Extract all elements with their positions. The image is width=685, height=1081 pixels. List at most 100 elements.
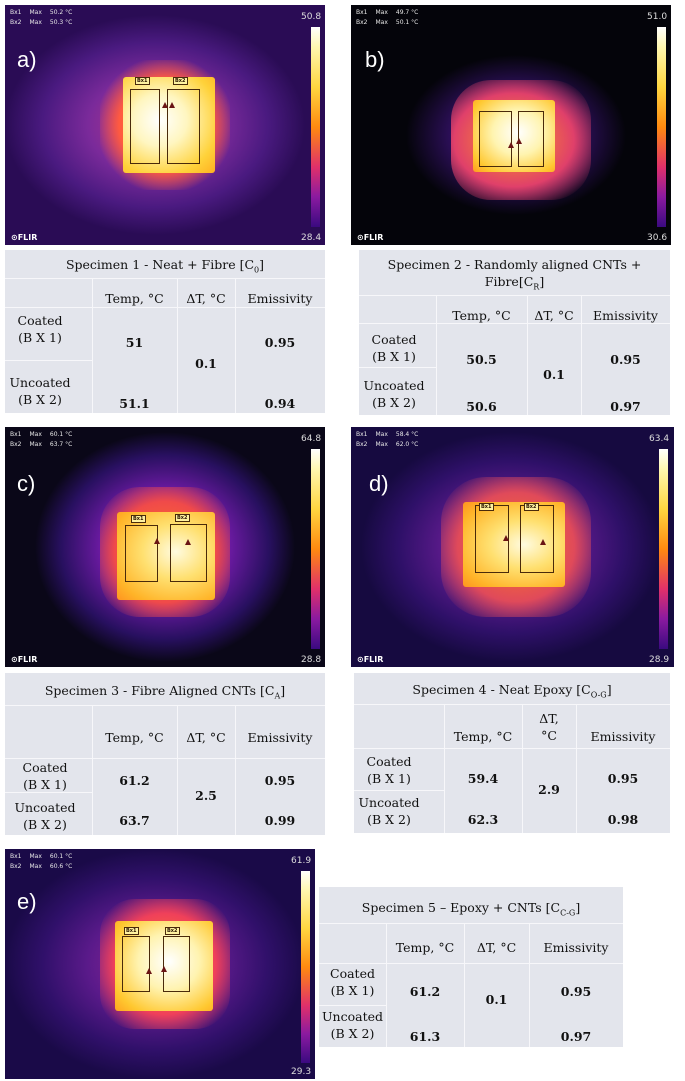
thermal-image-e: Bx1 Bx2 Bx1 Max 60.1 °C Bx2 Max 60.6 °C e) 6… [5,849,315,1079]
row-label-coated: Coated (B X 1) [330,966,375,998]
scale-min: 29.3 [291,1067,312,1077]
temp-coated: 50.5 [466,352,497,367]
thermal-image-b: Bx1 Max 49.7 °C Bx2 Max 50.1 °C b) 51.0 30.6… [351,5,671,245]
measure-marker-1 [154,538,160,544]
header-emissivity: Emissivity [593,308,658,323]
readout: Bx1 Max 58.4 °C Bx2 Max 62.0 °C [356,431,419,448]
emissivity-uncoated: 0.97 [560,1029,592,1044]
emissivity-uncoated: 0.99 [264,813,296,828]
panel-letter: c) [17,471,36,496]
header-delta: ΔT, °C [534,308,574,323]
thermal-image-a: Bx1 Bx2 Bx1 Max 50.2 °C Bx2 Max 50.3 °C a) 5… [5,5,325,245]
temp-coated: 59.4 [467,771,499,786]
emissivity-coated: 0.95 [610,352,641,367]
bx1-label: Bx1 [479,503,494,511]
temp-uncoated: 61.3 [409,1029,441,1044]
emissivity-coated: 0.95 [560,984,592,999]
scale-min: 28.8 [301,655,322,665]
bx2-label: Bx2 [165,927,180,935]
temp-uncoated: 63.7 [119,813,150,828]
readout: Bx1 Max 49.7 °C Bx2 Max 50.1 °C [356,9,419,26]
panel-letter: e) [17,889,37,914]
emissivity-uncoated: 0.97 [610,399,641,414]
header-emissivity: Emissivity [247,291,313,306]
color-scale [301,871,310,1063]
row-label-coated: Coated (B X 1) [17,313,63,345]
temp-coated: 61.2 [119,773,150,788]
measure-marker-2 [185,539,191,545]
table-title: Specimen 5 – Epoxy + CNTs [CC-G] [361,900,581,918]
measure-marker-2 [516,138,522,144]
scale-max: 50.8 [301,12,322,22]
row-label-coated: Coated (B X 1) [371,332,417,364]
delta-t: 0.1 [543,367,565,382]
panel-letter: d) [369,471,389,496]
row-label-uncoated: Uncoated (B X 2) [322,1009,383,1041]
color-scale [659,449,668,649]
delta-t: 2.5 [195,788,217,803]
emissivity-uncoated: 0.94 [264,396,296,411]
results-table-2: Specimen 2 - Randomly aligned CNTs + Fibr… [359,250,670,415]
scale-max: 61.9 [291,856,312,866]
temp-coated: 61.2 [409,984,441,999]
row-label-uncoated: Uncoated (B X 2) [363,378,425,410]
readout: Bx1 Max 60.1 °C Bx2 Max 63.7 °C [10,431,73,448]
bx2-label: Bx2 [524,503,539,511]
row-label-coated: Coated (B X 1) [366,754,412,786]
scale-min: 30.6 [647,233,668,243]
results-table-1: Specimen 1 - Neat + Fibre [C0] Temp, °C … [5,250,325,413]
table-title: Specimen 3 - Fibre Aligned CNTs [CA] [44,683,286,701]
measure-marker-2 [161,966,167,972]
header-emissivity: Emissivity [247,730,313,745]
scale-max: 64.8 [301,434,322,444]
scale-max: 51.0 [647,12,668,22]
color-scale [657,27,666,227]
header-temp: Temp, °C [105,730,164,745]
header-temp: Temp, °C [453,729,513,744]
measure-marker-1 [146,968,152,974]
scale-min: 28.4 [301,233,322,243]
readout: Bx1 Max 60.1 °C Bx2 Max 60.6 °C [10,853,73,870]
bx2-label: Bx2 [173,77,188,85]
temp-uncoated: 62.3 [467,812,499,827]
panel-letter: a) [17,47,37,72]
flir-logo: ⊙FLIR [11,233,38,242]
table-title: Specimen 1 - Neat + Fibre [C0] [65,257,265,275]
results-table-4: Specimen 4 - Neat Epoxy [CO-G] Temp, °C … [354,673,670,833]
measure-marker-1 [503,535,509,541]
scale-max: 63.4 [649,434,670,444]
flir-logo: ⊙FLIR [357,233,384,242]
bx1-label: Bx1 [124,927,139,935]
thermal-image-d: Bx1 Bx2 Bx1 Max 58.4 °C Bx2 Max 62.0 °C d) 6… [351,427,674,667]
header-temp: Temp, °C [395,940,455,955]
temp-coated: 51 [125,335,144,350]
header-delta: ΔT, °C [186,291,226,306]
delta-t: 0.1 [195,356,217,371]
readout: Bx1 Max 50.2 °C Bx2 Max 50.3 °C [10,9,73,26]
scale-min: 28.9 [649,655,670,665]
temp-uncoated: 51.1 [119,396,150,411]
emissivity-coated: 0.95 [607,771,639,786]
row-label-uncoated: Uncoated (B X 2) [14,800,76,832]
header-delta: ΔT, °C [476,940,517,955]
emissivity-uncoated: 0.98 [607,812,639,827]
bx1-label: Bx1 [135,77,150,85]
measure-marker-2 [169,102,175,108]
results-table-3: Specimen 3 - Fibre Aligned CNTs [CA] Tem… [5,673,325,835]
bx2-label: Bx2 [175,514,190,522]
header-temp: Temp, °C [452,308,511,323]
header-emissivity: Emissivity [590,729,656,744]
measure-marker-2 [540,539,546,545]
color-scale [311,27,320,227]
measure-marker-1 [162,102,168,108]
results-table-5: Specimen 5 – Epoxy + CNTs [CC-G] Temp, °… [319,887,623,1047]
measure-marker-1 [508,142,514,148]
header-temp: Temp, °C [105,291,164,306]
temp-uncoated: 50.6 [466,399,497,414]
row-label-uncoated: Uncoated (B X 2) [358,795,420,827]
color-scale [311,449,320,649]
header-delta: ΔT, °C [539,711,559,743]
flir-logo: ⊙FLIR [357,655,384,664]
emissivity-coated: 0.95 [264,335,296,350]
delta-t: 2.9 [538,782,560,797]
